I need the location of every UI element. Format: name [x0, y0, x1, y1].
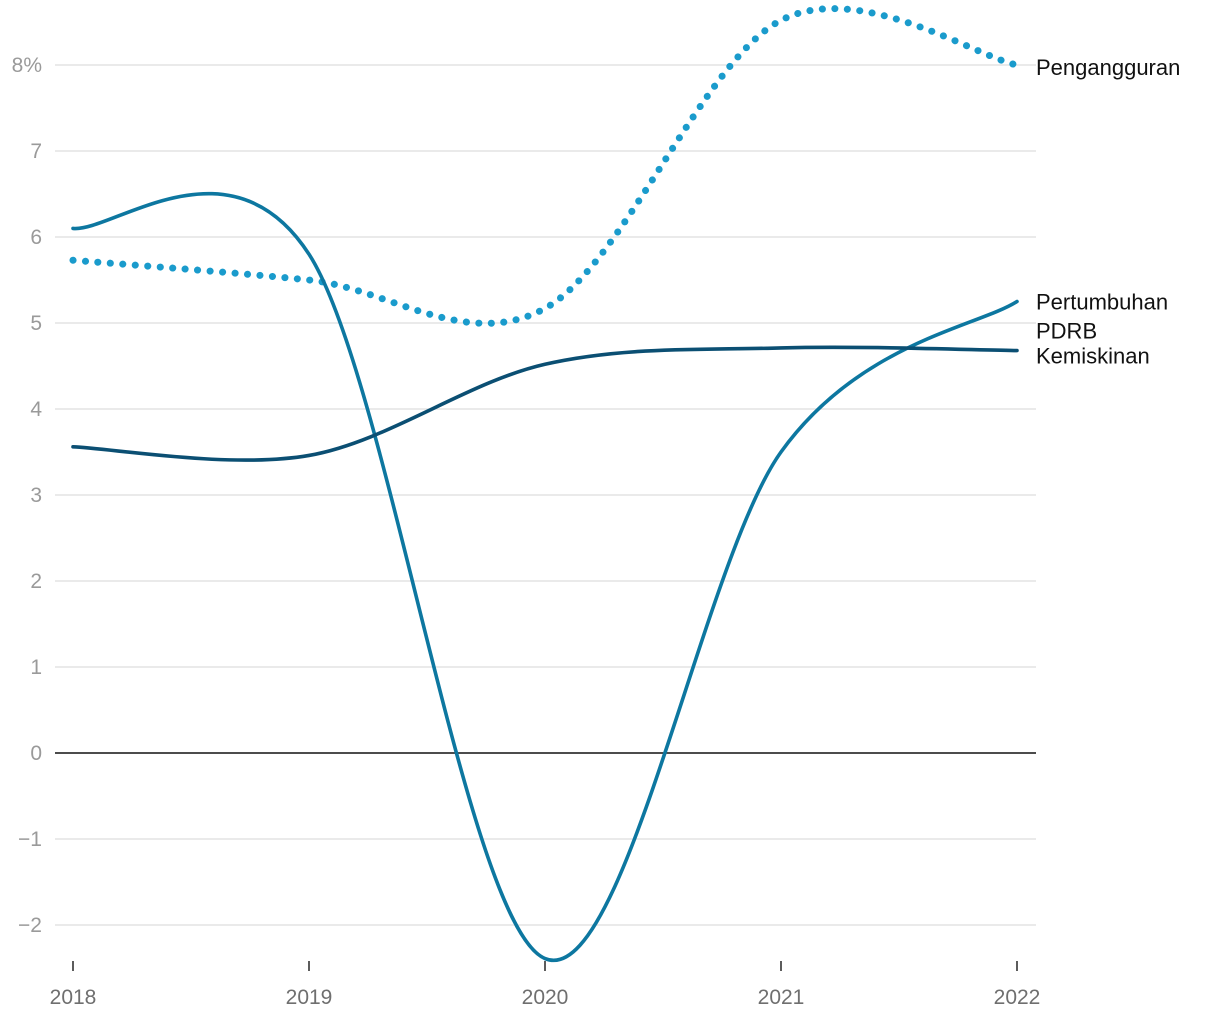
- y-tick-label: 7: [30, 140, 42, 163]
- series-label-pengangguran: Pengangguran: [1036, 55, 1180, 80]
- y-axis-ticks: −2 −1 0 1 2 3 4 5 6 7 8%: [12, 54, 43, 937]
- x-tick-label: 2018: [50, 986, 97, 1009]
- y-tick-label: 3: [30, 484, 42, 507]
- x-tick-label: 2022: [994, 986, 1041, 1009]
- series-label-pertumbuhan-pdrb: Pertumbuhan: [1036, 290, 1168, 315]
- x-tick-label: 2020: [522, 986, 569, 1009]
- y-tick-label: −2: [18, 914, 42, 937]
- gridlines: [55, 64, 1036, 926]
- y-tick-label: 4: [30, 398, 42, 421]
- y-tick-label: −1: [18, 828, 42, 851]
- series-label-kemiskinan: Kemiskinan: [1036, 344, 1150, 369]
- series-line-pengangguran: [69, 5, 1021, 327]
- series-label-pertumbuhan-pdrb: PDRB: [1036, 319, 1097, 344]
- y-tick-label: 0: [30, 742, 42, 765]
- series-line-pertumbuhan-pdrb: [71, 191, 1019, 963]
- y-tick-label: 2: [30, 570, 42, 593]
- x-tick-label: 2021: [758, 986, 805, 1009]
- series-lines: [69, 5, 1021, 963]
- y-tick-label: 8%: [12, 54, 42, 77]
- x-tick-label: 2019: [286, 986, 333, 1009]
- series-line-kemiskinan: [71, 345, 1019, 462]
- y-tick-label: 5: [30, 312, 42, 335]
- y-tick-label: 1: [30, 656, 42, 679]
- x-axis-ticks: 2018 2019 2020 2021 2022: [50, 961, 1041, 1009]
- y-tick-label: 6: [30, 226, 42, 249]
